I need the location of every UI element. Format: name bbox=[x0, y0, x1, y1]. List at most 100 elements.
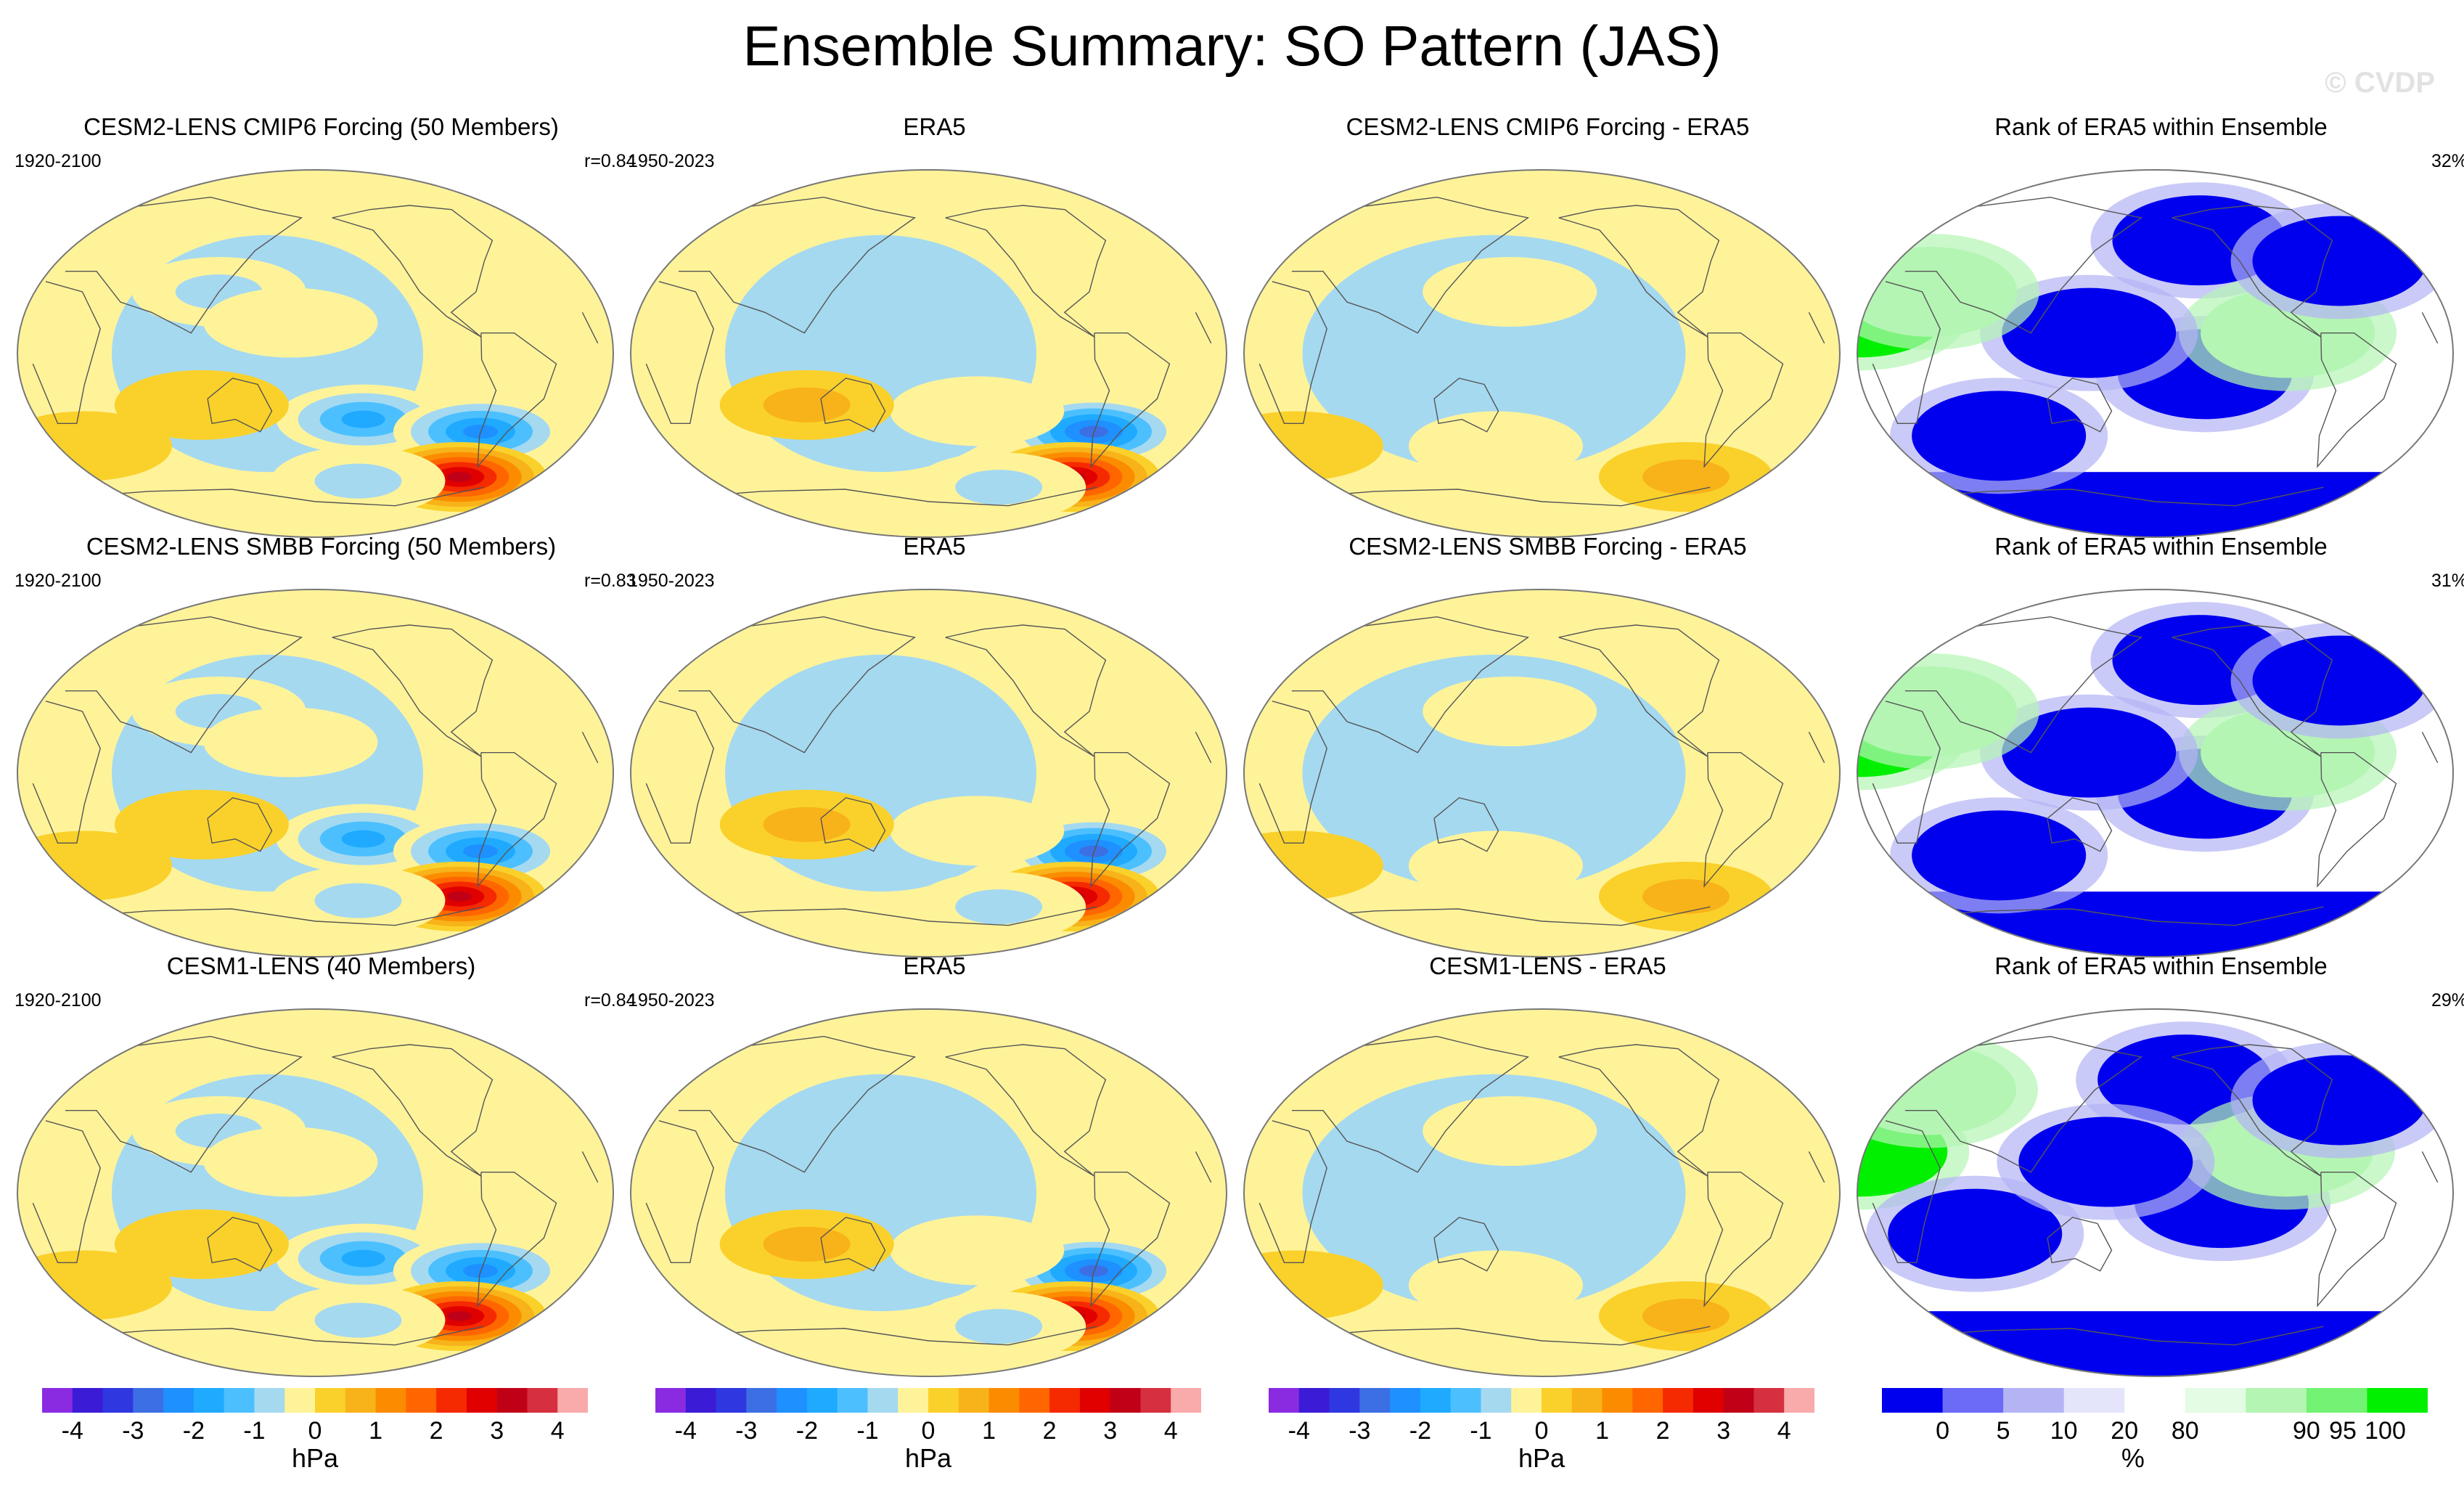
colorbar-tick-label: 3 bbox=[490, 1417, 504, 1445]
colorbar-unit-label: % bbox=[2121, 1443, 2145, 1473]
colorbar-swatch bbox=[1079, 1388, 1111, 1413]
anomaly-contour bbox=[203, 707, 378, 777]
pattern-map bbox=[630, 589, 1227, 958]
coastline bbox=[1433, 797, 1499, 852]
anomaly-contour bbox=[341, 410, 385, 428]
diff-map bbox=[1243, 589, 1841, 958]
colorbar-tick-label: -1 bbox=[1470, 1417, 1492, 1445]
coastline bbox=[1433, 377, 1499, 433]
coastline bbox=[645, 701, 1212, 844]
colorbar-tick-label: 4 bbox=[550, 1417, 565, 1445]
period-label: 1920-2100 bbox=[15, 571, 102, 591]
coastline bbox=[645, 281, 1212, 424]
map-outline bbox=[1243, 589, 1841, 958]
colorbar-swatch bbox=[928, 1388, 959, 1413]
coastline bbox=[1703, 752, 1784, 888]
correlation-label: r=0.84 bbox=[584, 151, 637, 171]
anomaly-contour bbox=[114, 1209, 289, 1279]
colorbar-tick-label: -3 bbox=[735, 1417, 758, 1445]
colorbar-swatch bbox=[285, 1388, 316, 1413]
colorbar-swatch bbox=[2306, 1388, 2367, 1413]
anomaly-contour bbox=[1244, 411, 1383, 481]
panel-title: Rank of ERA5 within Ensemble bbox=[1994, 113, 2328, 140]
coastline bbox=[332, 1044, 494, 1177]
map-outline bbox=[17, 169, 614, 538]
colorbar-tick-label: 1 bbox=[1595, 1417, 1610, 1445]
colorbar-swatch bbox=[1784, 1388, 1814, 1413]
colorbar-unit-label: hPa bbox=[1518, 1443, 1565, 1473]
map-outline bbox=[1857, 589, 2454, 958]
colorbar-tick-label: -1 bbox=[856, 1417, 879, 1445]
coastline bbox=[1258, 701, 1825, 844]
panel-title: ERA5 bbox=[903, 113, 966, 140]
anomaly-contour bbox=[955, 889, 1043, 925]
colorbar-swatch bbox=[685, 1388, 717, 1413]
rank-region bbox=[1912, 810, 2087, 901]
anomaly-contour bbox=[1408, 830, 1583, 901]
coastline bbox=[32, 281, 599, 424]
coastline bbox=[207, 797, 273, 852]
anomaly-contour bbox=[1642, 1299, 1730, 1334]
coastline bbox=[332, 205, 494, 338]
colorbar-tick-label: 0 bbox=[1936, 1417, 1950, 1445]
anomaly-contour bbox=[955, 470, 1043, 505]
rank-region bbox=[2252, 635, 2427, 726]
map-outline bbox=[17, 1008, 614, 1377]
coastline bbox=[1258, 281, 1825, 424]
map-outline bbox=[630, 1008, 1227, 1377]
anomaly-contour bbox=[763, 807, 851, 842]
colorbar-swatch bbox=[1602, 1388, 1633, 1413]
colorbar-swatch bbox=[1420, 1388, 1452, 1413]
rank-region bbox=[2018, 1116, 2193, 1207]
colorbar-swatch bbox=[2124, 1388, 2186, 1413]
pattern-map bbox=[17, 169, 614, 538]
colorbar-tick-label: 0 bbox=[921, 1417, 936, 1445]
colorbar-tick-label: 90 bbox=[2292, 1417, 2320, 1445]
rank-region bbox=[2252, 216, 2427, 306]
map-outline bbox=[1857, 169, 2454, 538]
colorbar-tick-label: 20 bbox=[2111, 1417, 2139, 1445]
coastline bbox=[207, 1217, 273, 1272]
colorbar-swatch bbox=[375, 1388, 406, 1413]
anomaly-contour bbox=[1423, 677, 1597, 746]
coastline bbox=[1872, 281, 2439, 424]
coastline bbox=[2317, 332, 2397, 468]
colorbar-swatch bbox=[1019, 1388, 1050, 1413]
colorbar-tick-label: 100 bbox=[2365, 1417, 2406, 1445]
panel-title: CESM2-LENS CMIP6 Forcing - ERA5 bbox=[1346, 113, 1750, 140]
panel-title: ERA5 bbox=[903, 952, 966, 979]
coastline bbox=[945, 624, 1107, 757]
coastline bbox=[1558, 1044, 1720, 1177]
panel-title: CESM1-LENS (40 Members) bbox=[166, 952, 476, 979]
coastline bbox=[2172, 1044, 2333, 1177]
panel-title: ERA5 bbox=[903, 533, 966, 560]
colorbar-tick-label: -4 bbox=[1288, 1417, 1310, 1445]
anomaly-contour bbox=[314, 463, 402, 499]
coastline bbox=[2047, 377, 2113, 433]
rank-region bbox=[2252, 1055, 2427, 1146]
colorbar-swatch bbox=[2003, 1388, 2065, 1413]
rank-region bbox=[2002, 287, 2177, 378]
coastline bbox=[2172, 624, 2333, 757]
coastline bbox=[1090, 1172, 1171, 1307]
colorbar-swatch bbox=[2246, 1388, 2307, 1413]
hpa-colorbar: -4 -3 -2 -1 0 1 2 3 4 hPa bbox=[1269, 1388, 1814, 1482]
colorbar-swatch bbox=[777, 1388, 808, 1413]
colorbar-swatch bbox=[1390, 1388, 1421, 1413]
pattern-map bbox=[17, 1008, 614, 1377]
pattern-map bbox=[630, 1008, 1227, 1377]
colorbar-tick-label: -2 bbox=[1409, 1417, 1431, 1445]
colorbar-swatch bbox=[527, 1388, 558, 1413]
colorbar-swatch bbox=[1481, 1388, 1512, 1413]
colorbar-tick-label: 1 bbox=[369, 1417, 383, 1445]
colorbar-swatch bbox=[806, 1388, 838, 1413]
colorbar-swatch bbox=[557, 1388, 588, 1413]
coastline bbox=[2317, 752, 2397, 888]
colorbar-swatch bbox=[2063, 1388, 2125, 1413]
coastline bbox=[477, 332, 557, 468]
colorbar-tick-label: -2 bbox=[795, 1417, 818, 1445]
colorbar-swatch bbox=[1571, 1388, 1603, 1413]
colorbar-tick-label: 3 bbox=[1716, 1417, 1731, 1445]
colorbar-swatch bbox=[1753, 1388, 1785, 1413]
rank-map bbox=[1857, 1008, 2454, 1377]
